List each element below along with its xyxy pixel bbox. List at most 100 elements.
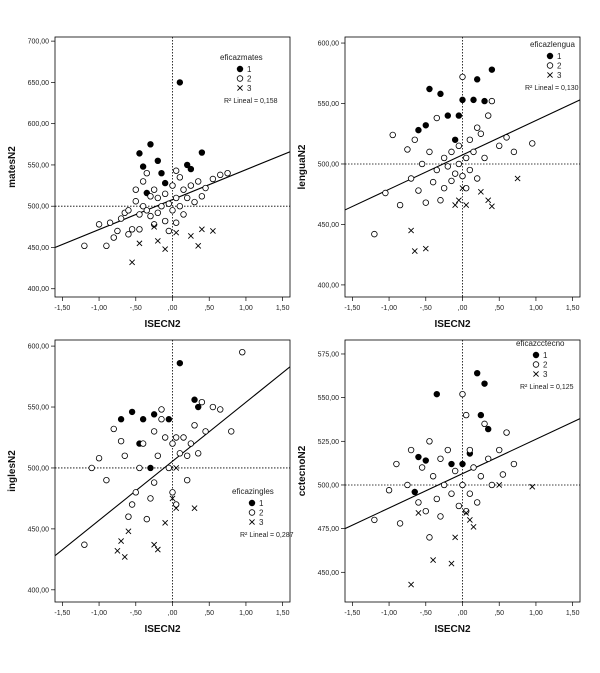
data-point-stroke-b bbox=[151, 223, 158, 230]
data-point bbox=[187, 440, 195, 447]
data-point bbox=[198, 226, 205, 233]
data-point-stroke-b bbox=[466, 516, 473, 523]
data-point bbox=[514, 175, 521, 182]
data-point-stroke-b bbox=[463, 202, 470, 209]
data-point bbox=[191, 198, 198, 206]
data-point bbox=[198, 149, 206, 156]
data-point bbox=[103, 242, 110, 250]
data-point bbox=[440, 184, 448, 192]
data-point bbox=[139, 178, 147, 185]
legend-label: 1 bbox=[543, 351, 548, 360]
data-point bbox=[139, 163, 147, 170]
data-point-stroke-b bbox=[198, 226, 205, 233]
data-point bbox=[470, 464, 477, 471]
data-point bbox=[154, 194, 162, 202]
r2-label: R² Lineal = 0,287 bbox=[240, 532, 294, 539]
data-point bbox=[173, 505, 180, 512]
data-point bbox=[228, 428, 235, 435]
data-point bbox=[396, 520, 404, 527]
data-point bbox=[466, 446, 474, 454]
data-point bbox=[195, 242, 202, 249]
panel-4-cctecnoN2: -1,50 -1,00 -,50 ,00 ,50 1,00 1,50 450,00 475,00… bbox=[297, 339, 581, 635]
data-point bbox=[422, 199, 429, 206]
series-1 bbox=[411, 369, 492, 496]
data-point bbox=[473, 175, 481, 182]
data-point bbox=[158, 169, 165, 177]
y-tick-label: 450,00 bbox=[28, 526, 50, 533]
data-point-stroke-b bbox=[162, 519, 169, 526]
data-point-stroke-b bbox=[125, 528, 132, 535]
data-point bbox=[444, 446, 452, 454]
legend-title: eficazcctecno bbox=[516, 339, 565, 348]
data-point bbox=[187, 233, 194, 239]
data-point bbox=[466, 136, 474, 143]
data-point bbox=[485, 425, 492, 433]
data-point bbox=[463, 202, 470, 209]
data-point bbox=[147, 495, 154, 502]
plot-area bbox=[345, 37, 580, 297]
data-point bbox=[187, 182, 195, 189]
data-point-stroke-b bbox=[191, 505, 198, 512]
data-point bbox=[169, 495, 176, 502]
data-point-stroke-b bbox=[514, 175, 521, 182]
data-point bbox=[103, 476, 110, 484]
data-point bbox=[180, 186, 187, 193]
data-point bbox=[407, 175, 415, 182]
data-point bbox=[408, 581, 415, 588]
x-tick-label: 1,50 bbox=[276, 305, 290, 312]
data-point bbox=[451, 467, 459, 475]
legend-marker bbox=[533, 371, 539, 377]
data-point bbox=[393, 460, 400, 468]
data-point bbox=[151, 541, 158, 548]
data-point bbox=[136, 240, 143, 247]
data-point bbox=[165, 416, 173, 423]
x-tick-label: -1,50 bbox=[54, 610, 70, 617]
data-point bbox=[429, 473, 437, 480]
data-point bbox=[488, 97, 496, 105]
data-point bbox=[448, 560, 455, 567]
data-point bbox=[488, 66, 496, 73]
series-2 bbox=[371, 73, 536, 238]
data-point bbox=[121, 553, 128, 560]
y-tick-label: 600,00 bbox=[318, 41, 340, 48]
legend-marker-stroke-b bbox=[533, 371, 539, 377]
data-point bbox=[459, 390, 466, 398]
data-point bbox=[415, 453, 422, 461]
legend: eficazmates 123 R² Lineal = 0,158 bbox=[220, 53, 278, 105]
data-point bbox=[150, 186, 158, 193]
series-2 bbox=[81, 348, 246, 548]
data-point bbox=[165, 464, 173, 472]
data-point-stroke-b bbox=[408, 581, 415, 588]
data-point-stroke-b bbox=[408, 227, 415, 234]
data-point bbox=[132, 489, 139, 496]
data-point bbox=[422, 245, 429, 252]
data-point bbox=[408, 227, 415, 234]
y-axis-label: lenguaN2 bbox=[297, 144, 308, 189]
data-point bbox=[176, 79, 184, 86]
data-point bbox=[433, 495, 440, 503]
data-point bbox=[117, 416, 125, 423]
data-point bbox=[143, 169, 150, 177]
data-point bbox=[459, 73, 466, 81]
x-tick-label: 1,50 bbox=[276, 610, 290, 617]
data-point bbox=[81, 541, 88, 548]
legend: eficazlengua 123 R² Lineal = 0,130 bbox=[525, 40, 579, 92]
legend-marker-stroke-b bbox=[249, 519, 255, 525]
y-tick-label: 450,00 bbox=[28, 245, 50, 252]
data-point bbox=[459, 172, 466, 180]
data-point-stroke-b bbox=[470, 523, 477, 530]
x-tick-label: -1,00 bbox=[381, 305, 397, 312]
data-point bbox=[118, 538, 125, 544]
data-point bbox=[176, 174, 184, 181]
data-point bbox=[462, 411, 470, 419]
data-point bbox=[172, 167, 180, 174]
data-point bbox=[161, 190, 169, 198]
data-point-stroke-b bbox=[477, 188, 484, 195]
data-point bbox=[452, 202, 459, 209]
data-point bbox=[462, 154, 470, 162]
data-point bbox=[147, 212, 154, 220]
data-point bbox=[529, 483, 536, 490]
data-point bbox=[139, 416, 147, 423]
y-tick-label: 400,00 bbox=[318, 282, 340, 289]
legend-marker bbox=[547, 72, 553, 78]
